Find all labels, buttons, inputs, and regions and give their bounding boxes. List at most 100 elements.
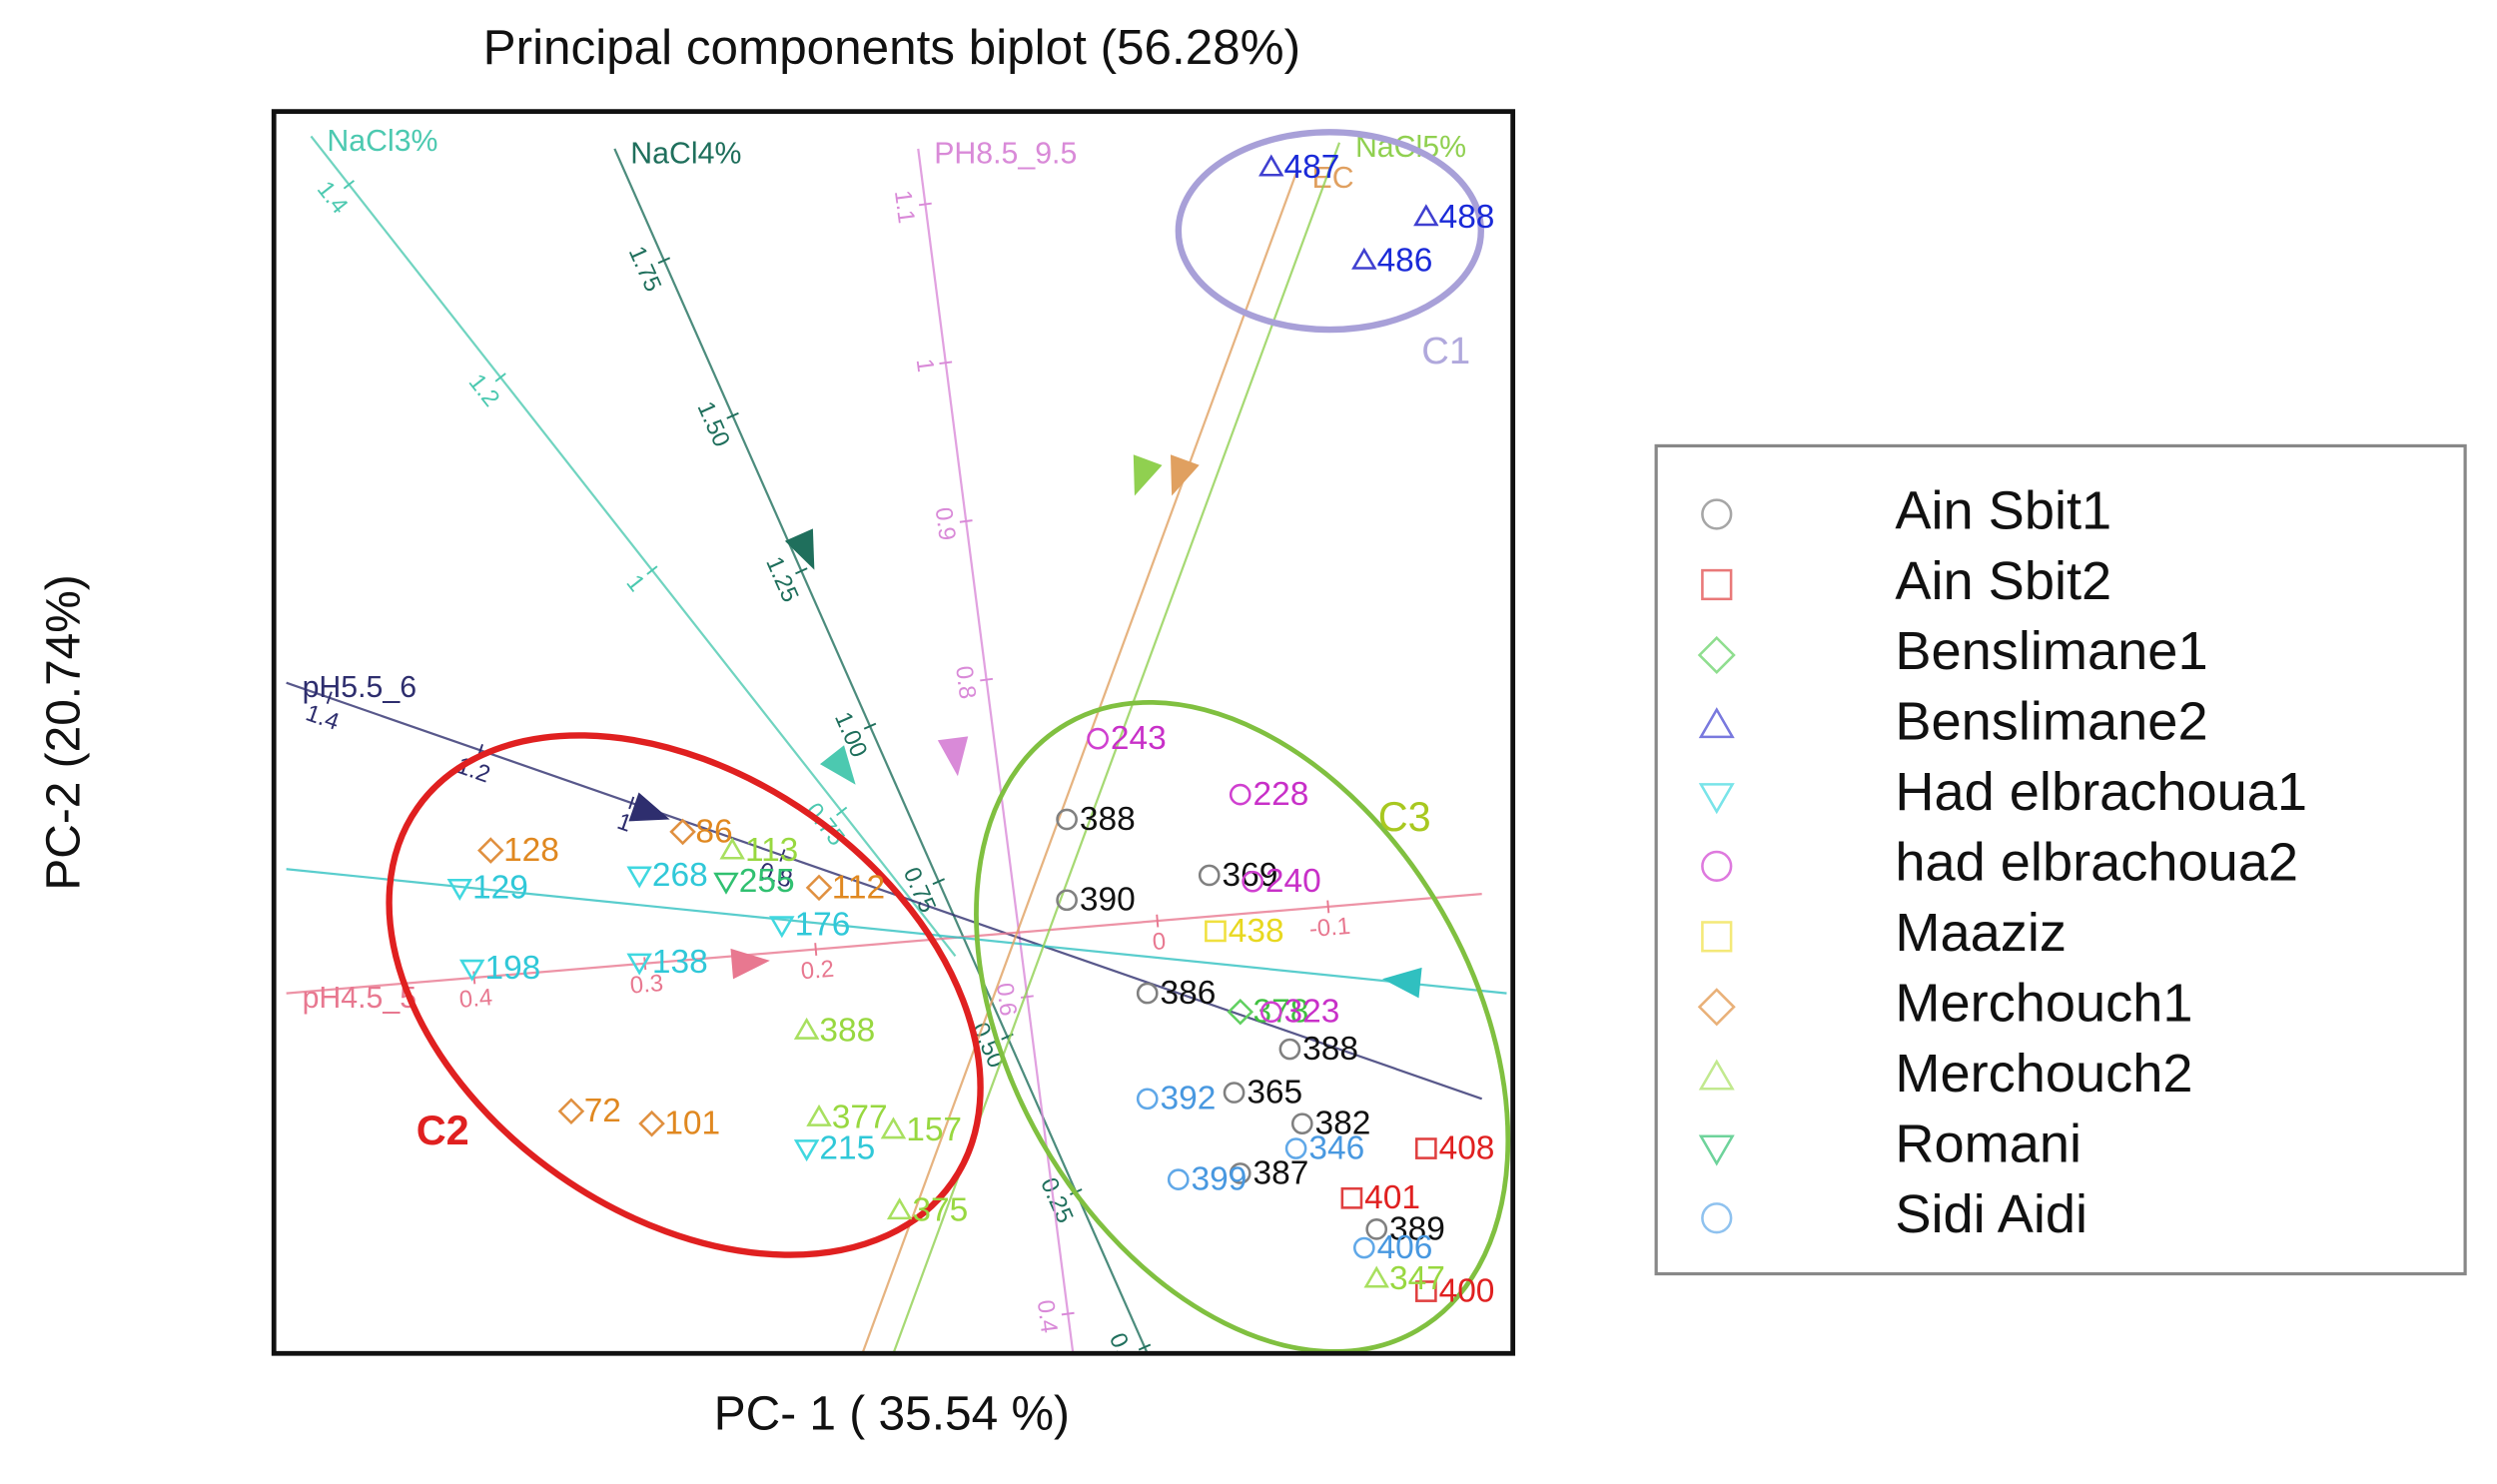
- variable-tick: [1061, 1311, 1075, 1316]
- point-label: 128: [503, 832, 559, 869]
- variable-tick: [836, 806, 848, 817]
- point-label: 228: [1253, 776, 1309, 813]
- legend-marker: [1701, 921, 1733, 953]
- point-label: 347: [1389, 1260, 1445, 1297]
- point-marker: [1413, 204, 1439, 227]
- point-label: 377: [832, 1099, 888, 1135]
- point-label: 268: [652, 857, 708, 894]
- point-marker: [626, 866, 652, 889]
- variable-tick: [814, 943, 818, 956]
- point-marker: [1056, 808, 1078, 831]
- legend-label: Romani: [1895, 1114, 2081, 1174]
- variable-tick: [779, 849, 786, 862]
- point-marker: [880, 1116, 907, 1139]
- legend-label: Had elbrachoua1: [1895, 762, 2307, 822]
- point-marker: [1363, 1265, 1389, 1288]
- legend-label: Sidi Aidi: [1895, 1184, 2087, 1244]
- point-marker: [806, 1104, 832, 1126]
- variable-tick-label: 0.4: [1032, 1298, 1063, 1334]
- point-marker: [626, 953, 652, 976]
- variable-label: EC: [1312, 162, 1354, 195]
- point-marker: [1136, 982, 1159, 1005]
- point-marker: [1278, 1038, 1301, 1061]
- point-marker: [1340, 1186, 1363, 1209]
- point-marker: [477, 837, 504, 864]
- point-label: 375: [912, 1192, 968, 1229]
- point-marker: [1242, 870, 1264, 893]
- legend-label: Maaziz: [1895, 903, 2067, 963]
- point-marker: [769, 916, 795, 939]
- x-axis-label: PC- 1 ( 35.54 %): [714, 1388, 1070, 1441]
- legend-label: Benslimane1: [1895, 621, 2207, 681]
- point-marker: [1352, 1236, 1375, 1259]
- legend-marker: [1701, 568, 1733, 601]
- variable-tick-label: 0.8: [950, 664, 981, 700]
- variable-tick: [863, 722, 877, 730]
- y-axis-label: PC-2 (20.74%): [38, 574, 91, 890]
- point-marker: [1223, 1082, 1246, 1104]
- variable-tick: [343, 180, 355, 190]
- point-marker: [638, 1110, 665, 1137]
- variable-arrow: [1381, 967, 1422, 999]
- point-label: 388: [819, 1012, 875, 1049]
- point-label: 487: [1284, 149, 1340, 186]
- point-label: 176: [795, 907, 851, 944]
- point-label: 323: [1284, 994, 1340, 1031]
- legend-box: [1654, 443, 2467, 1276]
- point-marker: [793, 1017, 820, 1040]
- chart-title: Principal components biplot (56.28%): [483, 20, 1300, 75]
- variable-label: pH5.5_6: [303, 671, 417, 704]
- point-label: 388: [1302, 1031, 1358, 1068]
- point-label: 400: [1439, 1273, 1495, 1310]
- plot-frame: [271, 109, 1516, 1356]
- variable-tick-label: 0.6: [991, 982, 1022, 1018]
- point-marker: [1258, 154, 1284, 177]
- point-label: 346: [1308, 1129, 1364, 1166]
- variable-tick: [959, 519, 973, 523]
- legend-marker: [1701, 1202, 1733, 1234]
- variable-tick-label: 1: [911, 358, 939, 374]
- cluster-label: C3: [1378, 793, 1431, 840]
- point-marker: [1365, 1218, 1388, 1240]
- point-marker: [1136, 1088, 1159, 1111]
- variable-tick-label: 0: [1152, 928, 1167, 956]
- point-marker: [1414, 1280, 1437, 1302]
- variable-axis: [613, 148, 1149, 1354]
- point-label: 129: [472, 869, 528, 906]
- points: 3883903693863883653823873894084014003784…: [446, 149, 1495, 1310]
- point-label: 243: [1111, 720, 1167, 757]
- point-marker: [793, 1139, 820, 1162]
- point-label: 388: [1080, 801, 1136, 838]
- variable-tick: [795, 567, 808, 575]
- point-marker: [1087, 727, 1109, 750]
- variable-label: NaCl3%: [327, 125, 437, 158]
- legend-marker: [1697, 635, 1736, 674]
- point-label: 406: [1377, 1229, 1433, 1266]
- point-marker: [886, 1197, 913, 1220]
- legend-label: Merchouch1: [1895, 974, 2192, 1034]
- variable-tick: [939, 361, 953, 365]
- point-label: 392: [1160, 1081, 1216, 1117]
- variable-tick: [657, 257, 671, 265]
- point-marker: [557, 1098, 585, 1125]
- point-marker: [719, 837, 745, 860]
- legend: Ain Sbit1 Ain Sbit2 Benslimane1 Benslimane2…: [1697, 480, 2307, 1244]
- point-label: 382: [1315, 1106, 1371, 1142]
- variable-tick: [646, 565, 658, 575]
- point-label: 215: [819, 1129, 875, 1166]
- variable-tick-label: 0.4: [458, 984, 493, 1014]
- variable-arrow: [730, 948, 770, 980]
- point-marker: [1290, 1113, 1313, 1135]
- point-marker: [713, 872, 739, 895]
- point-label: 369: [1223, 857, 1278, 894]
- point-marker: [1229, 1162, 1251, 1184]
- point-marker: [1227, 998, 1254, 1026]
- variable-arrow: [1133, 454, 1163, 496]
- point-marker: [805, 874, 833, 902]
- point-label: 438: [1229, 913, 1284, 950]
- legend-marker: [1698, 1059, 1735, 1091]
- point-label: 399: [1192, 1161, 1248, 1198]
- legend-marker: [1701, 498, 1733, 530]
- variable-tick: [726, 411, 739, 419]
